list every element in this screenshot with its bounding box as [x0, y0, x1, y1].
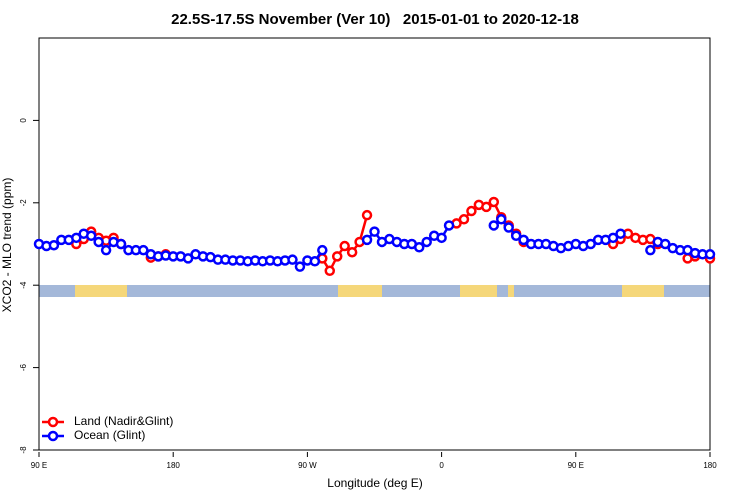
- point: [443, 220, 455, 231]
- point: [585, 238, 596, 250]
- point: [436, 232, 447, 244]
- point: [339, 240, 350, 252]
- y-tick-label: -2: [19, 199, 28, 207]
- point: [466, 205, 477, 217]
- legend: Land (Nadir&Glint)Ocean (Glint): [42, 414, 173, 442]
- x-axis-label: Longitude (deg E): [327, 476, 422, 490]
- point: [71, 232, 82, 244]
- chart-title: 22.5S-17.5S November (Ver 10) 2015-01-01…: [171, 11, 579, 28]
- point: [481, 201, 492, 213]
- legend-marker: [47, 416, 59, 428]
- x-tick-label: 180: [167, 461, 181, 470]
- point: [287, 254, 298, 265]
- point: [100, 244, 112, 256]
- point: [324, 265, 336, 277]
- y-axis-label: XCO2 - MLO trend (ppm): [0, 178, 14, 313]
- x-tick-label: 90 W: [298, 461, 317, 470]
- point: [645, 244, 656, 256]
- series: [33, 214, 716, 272]
- land-ocean-strip: [39, 285, 710, 297]
- y-tick-label: 0: [19, 118, 28, 123]
- point: [607, 232, 619, 244]
- point: [413, 242, 425, 253]
- point: [421, 236, 432, 248]
- point: [309, 256, 321, 267]
- point: [518, 234, 529, 246]
- land-patch: [338, 285, 382, 297]
- legend-label: Ocean (Glint): [74, 428, 145, 442]
- point: [488, 196, 500, 208]
- point: [48, 239, 60, 251]
- point: [346, 246, 358, 258]
- land-patch: [460, 285, 497, 297]
- point: [331, 251, 343, 262]
- legend-marker: [47, 430, 59, 442]
- point: [361, 234, 373, 246]
- point: [138, 244, 149, 256]
- x-tick-label: 180: [703, 461, 717, 470]
- point: [115, 238, 127, 250]
- point: [85, 230, 97, 242]
- land-patch: [75, 285, 127, 297]
- point: [294, 261, 306, 272]
- point: [458, 214, 470, 225]
- point: [361, 209, 373, 221]
- point: [317, 244, 328, 256]
- point: [615, 228, 626, 239]
- land-patch: [622, 285, 664, 297]
- x-tick-label: 90 E: [568, 461, 584, 470]
- y-tick-label: -4: [19, 281, 28, 289]
- y-tick-label: -6: [19, 363, 28, 371]
- point: [93, 236, 104, 248]
- point: [369, 226, 380, 237]
- point: [503, 222, 514, 233]
- point: [495, 214, 507, 225]
- legend-label: Land (Nadir&Glint): [74, 414, 173, 428]
- point: [704, 249, 716, 260]
- point: [510, 230, 522, 242]
- point: [488, 220, 500, 231]
- x-tick-label: 0: [439, 461, 444, 470]
- land-patch: [508, 285, 514, 297]
- point: [660, 238, 671, 250]
- y-tick-label: -8: [19, 446, 28, 454]
- point: [182, 253, 194, 264]
- x-tick-label: 90 E: [31, 461, 47, 470]
